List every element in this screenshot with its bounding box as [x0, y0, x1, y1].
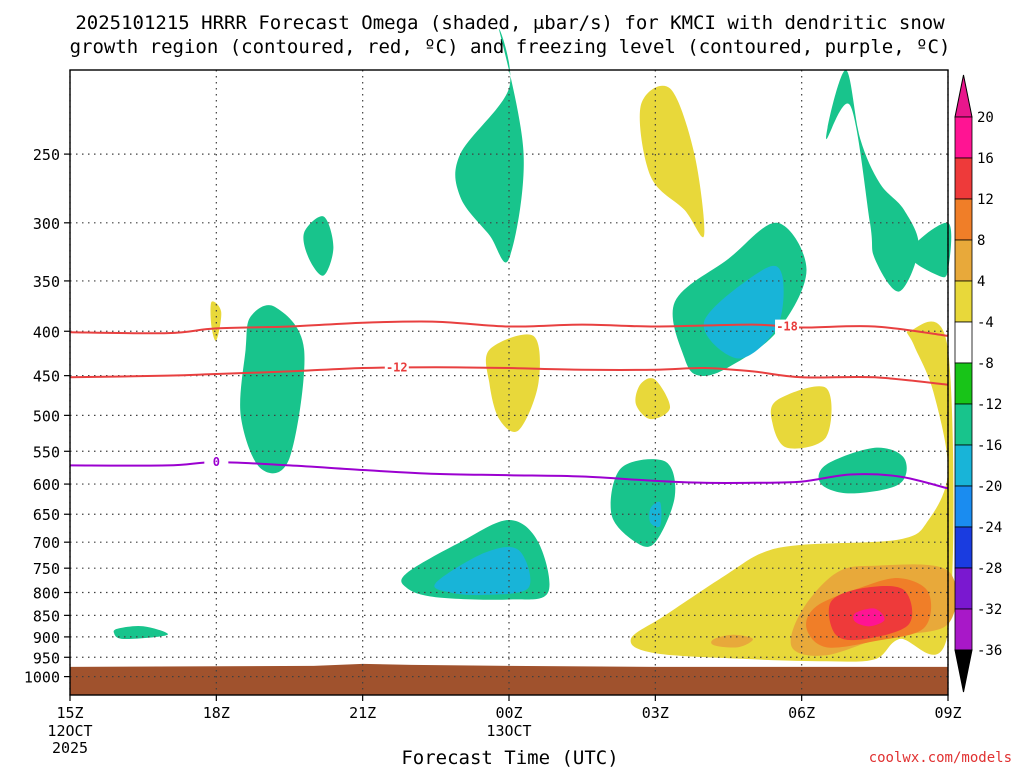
y-tick-label: 1000	[24, 669, 60, 687]
colorbar-label: -4	[977, 315, 994, 331]
colorbar-swatch	[955, 158, 972, 199]
colorbar-swatch	[955, 445, 972, 486]
colorbar-swatch	[955, 281, 972, 322]
y-tick-label: 300	[33, 215, 60, 233]
colorbar-label: 12	[977, 192, 994, 208]
colorbar-label: -20	[977, 479, 1002, 495]
colorbar-label: -8	[977, 356, 994, 372]
chart-title-line1: 2025101215 HRRR Forecast Omega (shaded, …	[75, 12, 945, 34]
colorbar-swatch	[955, 568, 972, 609]
y-tick-label: 750	[33, 560, 60, 578]
contour-label-dgz-upper: -18	[776, 320, 798, 334]
colorbar: 20 16 12 8 4 -4 -8 -12 -16 -20 -24 -28 -32 -36	[955, 75, 1002, 692]
colorbar-swatch	[955, 240, 972, 281]
x-tick-label: 15Z	[56, 704, 83, 722]
colorbar-swatch	[955, 199, 972, 240]
x-tick-label: 03Z	[642, 704, 669, 722]
y-tick-label: 400	[33, 323, 60, 341]
y-tick-label: 350	[33, 273, 60, 291]
colorbar-label: -24	[977, 520, 1002, 536]
x-tick-label: 09Z	[934, 704, 961, 722]
y-tick-label: 700	[33, 534, 60, 552]
plot-area	[70, 29, 957, 695]
x-tick-label: 18Z	[203, 704, 230, 722]
x-tick-label: 00Z	[495, 704, 522, 722]
y-tick-label: 900	[33, 629, 60, 647]
contour-label-freezing-level: 0	[213, 455, 220, 469]
colorbar-swatch	[955, 609, 972, 650]
colorbar-bottom-triangle	[955, 650, 972, 692]
terrain-ground	[70, 664, 948, 695]
x-tick-date: 13OCT	[486, 722, 531, 740]
x-tick-date: 12OCT	[47, 722, 92, 740]
colorbar-label: 16	[977, 151, 994, 167]
colorbar-label: -32	[977, 602, 1002, 618]
colorbar-label: 8	[977, 233, 985, 249]
colorbar-top-triangle	[955, 75, 972, 117]
y-tick-label: 600	[33, 476, 60, 494]
y-tick-label: 850	[33, 607, 60, 625]
y-tick-label: 250	[33, 146, 60, 164]
colorbar-label: 20	[977, 110, 994, 126]
y-tick-label: 800	[33, 585, 60, 603]
colorbar-label: 4	[977, 274, 985, 290]
y-tick-label: 450	[33, 368, 60, 386]
chart-title-line2: growth region (contoured, red, ºC) and f…	[70, 36, 951, 58]
credit-text: coolwx.com/models	[869, 750, 1012, 766]
colorbar-swatch	[955, 486, 972, 527]
colorbar-swatch	[955, 117, 972, 158]
chart-canvas: 2025101215 HRRR Forecast Omega (shaded, …	[0, 0, 1024, 768]
x-tick-label: 21Z	[349, 704, 376, 722]
y-tick-label: 550	[33, 443, 60, 461]
colorbar-swatch	[955, 322, 972, 363]
colorbar-swatch	[955, 363, 972, 404]
colorbar-label: -12	[977, 397, 1002, 413]
x-tick-label: 06Z	[788, 704, 815, 722]
contour-label-dgz-lower: -12	[386, 361, 408, 375]
y-tick-label: 500	[33, 407, 60, 425]
y-tick-label: 650	[33, 506, 60, 524]
colorbar-label: -16	[977, 438, 1002, 454]
colorbar-swatch	[955, 527, 972, 568]
x-axis-label: Forecast Time (UTC)	[401, 747, 618, 768]
colorbar-swatch	[955, 404, 972, 445]
colorbar-label: -28	[977, 561, 1002, 577]
y-tick-label: 950	[33, 649, 60, 667]
x-tick-year: 2025	[52, 739, 88, 757]
colorbar-label: -36	[977, 643, 1002, 659]
